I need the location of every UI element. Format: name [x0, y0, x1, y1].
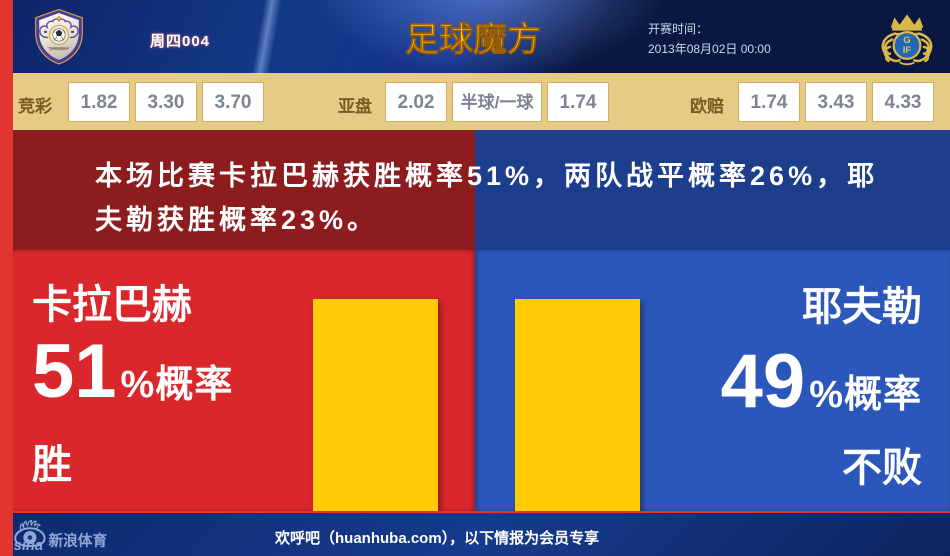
svg-text:足球魔方: 足球魔方	[405, 21, 541, 59]
svg-text:sina: sina	[14, 538, 43, 553]
svg-text:QARABAG: QARABAG	[49, 46, 68, 50]
svg-text:IF: IF	[903, 45, 912, 56]
svg-text:新浪体育: 新浪体育	[48, 531, 107, 549]
